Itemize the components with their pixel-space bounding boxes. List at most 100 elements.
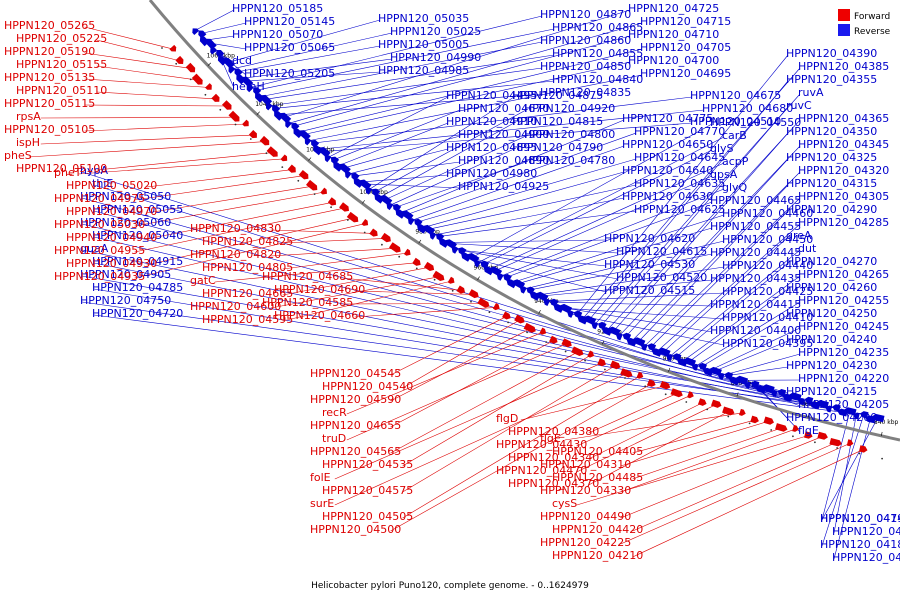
gene-leader-line	[390, 340, 555, 428]
forward-gene-label: HPPN120_04805	[202, 261, 293, 274]
forward-gene-feature	[369, 228, 378, 237]
gene-leader-line	[270, 276, 440, 309]
reverse-gene-feature	[698, 362, 707, 371]
reverse-gene-feature	[658, 347, 671, 357]
reverse-gene-label: HPPN120_04925	[458, 180, 549, 193]
gene-leader-line	[282, 280, 452, 322]
gene-leader-line	[146, 217, 354, 266]
gene-leader-line	[620, 435, 824, 519]
scale-tick	[668, 367, 671, 372]
gene-leader-line	[694, 301, 801, 367]
forward-gene-feature	[523, 322, 536, 333]
forward-gene-label: HPPN120_04210	[552, 549, 643, 562]
legend-reverse-label: Reverse	[854, 27, 891, 37]
gene-leader-line	[546, 292, 725, 302]
gene-leader-line	[461, 250, 619, 280]
gene-leader-line	[402, 365, 616, 493]
gene-leader-line	[557, 307, 725, 320]
reverse-gene-label: HPPN120_04230	[786, 359, 877, 372]
reverse-gene-label: HPPN120_04800	[524, 128, 615, 141]
track-marker	[470, 300, 472, 303]
gene-leader-line	[347, 148, 449, 175]
reverse-gene-feature	[319, 147, 331, 158]
gene-leader-line	[506, 201, 713, 278]
reverse-gene-feature	[371, 188, 381, 197]
gene-leader-line	[313, 96, 693, 144]
forward-gene-feature	[468, 289, 479, 299]
forward-gene-label: HPPN120_04595	[202, 313, 293, 326]
reverse-gene-feature	[666, 354, 673, 362]
gene-leader-line	[84, 26, 174, 50]
gene-leader-line	[495, 175, 713, 271]
forward-gene-feature	[432, 270, 445, 281]
gene-leader-line	[93, 210, 788, 398]
reverse-gene-label: HPPN120_05205	[244, 67, 335, 80]
gene-leader-line	[702, 314, 789, 367]
track-marker	[249, 138, 252, 140]
forward-gene-feature	[620, 368, 633, 378]
gene-leader-line	[354, 161, 461, 177]
forward-gene-feature	[389, 242, 401, 253]
reverse-gene-feature	[536, 291, 549, 302]
gene-leader-line	[249, 15, 543, 89]
forward-gene-label: truD	[322, 432, 346, 445]
gene-leader-line	[342, 303, 485, 305]
gene-leader-line	[134, 191, 325, 227]
forward-gene-label: HPPN120_04585	[262, 296, 353, 309]
reverse-gene-feature	[272, 105, 281, 114]
reverse-gene-label: HPPN120_04640	[622, 164, 713, 177]
forward-gene-feature	[514, 314, 525, 324]
reverse-gene-label: HPPN120_04350	[786, 125, 877, 138]
forward-gene-label: rpsA	[16, 110, 41, 123]
track-marker	[297, 179, 300, 182]
gene-leader-line	[564, 412, 743, 441]
gene-leader-line	[96, 39, 181, 62]
track-marker	[346, 219, 349, 221]
forward-gene-label: HPPN120_04310	[540, 458, 631, 471]
reverse-gene-feature	[832, 404, 841, 412]
track-marker	[664, 393, 667, 396]
gene-leader-line	[246, 71, 381, 82]
forward-gene-feature	[380, 232, 391, 243]
track-marker	[604, 368, 606, 371]
reverse-gene-feature	[860, 411, 869, 419]
forward-gene-feature	[846, 439, 854, 447]
reverse-gene-feature	[724, 372, 734, 380]
gene-leader-line	[287, 22, 643, 124]
reverse-gene-label: HPPN120_04710	[628, 28, 719, 41]
forward-gene-feature	[287, 164, 296, 173]
forward-gene-feature	[571, 346, 584, 356]
reverse-gene-label: HPPN120_04625	[634, 203, 725, 216]
reverse-gene-label: HPPN120_04205	[798, 398, 889, 411]
reverse-gene-label: HPPN120_05005	[378, 38, 469, 51]
reverse-gene-label: HPPN120_05050	[80, 190, 171, 203]
forward-gene-label: cysS	[552, 497, 577, 510]
gene-leader-line	[576, 394, 692, 447]
forward-gene-feature	[775, 423, 788, 432]
gene-leader-line	[84, 78, 210, 88]
forward-gene-label: surE	[310, 497, 334, 510]
gene-leader-line	[588, 402, 703, 460]
reverse-gene-label: HPPN120_04180	[820, 538, 900, 551]
reverse-gene-label: HPPN120_04530	[604, 258, 695, 271]
forward-gene-feature	[242, 119, 249, 127]
reverse-gene-label: HPPN120_04645	[634, 151, 725, 164]
reverse-gene-label: HPPN120_04365	[798, 112, 889, 125]
reverse-gene-label: HPPN120_04900	[458, 128, 549, 141]
gene-leader-line	[588, 411, 729, 486]
track-marker	[330, 206, 332, 209]
reverse-gene-label: HPPN120_04450	[722, 233, 813, 246]
forward-gene-feature	[636, 371, 644, 379]
reverse-gene-feature	[683, 357, 696, 367]
reverse-gene-label: HPPN120_04240	[786, 333, 877, 346]
forward-gene-label: HPPN120_04545	[310, 367, 401, 380]
track-marker	[564, 350, 567, 353]
reverse-gene-label: HPPN120_04875	[512, 89, 603, 102]
track-marker	[526, 331, 528, 334]
reverse-gene-feature	[513, 279, 526, 290]
reverse-gene-label: HPPN120_04905	[80, 268, 171, 281]
forward-gene-feature	[456, 285, 465, 294]
reverse-gene-feature	[304, 138, 312, 146]
gene-leader-line	[146, 185, 313, 214]
gene-leader-line	[613, 132, 789, 331]
